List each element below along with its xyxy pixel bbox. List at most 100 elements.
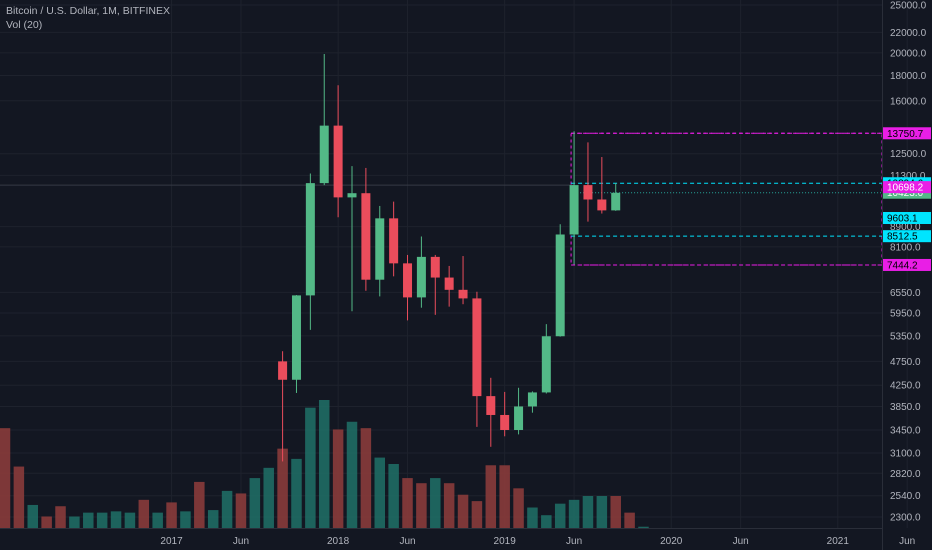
- volume-bar: [527, 507, 538, 528]
- badge-text: 10698.2: [887, 183, 924, 194]
- volume-bar: [83, 512, 94, 528]
- x-tick-label: Jun: [566, 536, 582, 547]
- x-tick-label: 2021: [827, 536, 850, 547]
- candle-body: [416, 256, 426, 298]
- volume-bar: [471, 501, 483, 528]
- candle-body: [611, 192, 621, 211]
- candle-body: [458, 289, 468, 299]
- candle: [291, 295, 301, 393]
- price-label-badge: 7444.2: [883, 258, 931, 271]
- x-tick-label: 2020: [660, 536, 683, 547]
- badge-background: [883, 230, 931, 243]
- volume-bar: [124, 512, 136, 528]
- price-label-badge: 9603.1: [883, 212, 931, 225]
- volume-bar: [541, 515, 552, 528]
- volume-bar: [513, 488, 524, 528]
- volume-bar: [443, 483, 455, 528]
- badge-text: 7444.2: [887, 260, 918, 271]
- volume-bar: [346, 421, 358, 528]
- candle-body: [305, 183, 315, 296]
- candle-body: [527, 392, 537, 407]
- volume-bar: [430, 478, 441, 528]
- y-tick-label: 5950.0: [890, 309, 921, 320]
- price-label-badge: 10698.2: [883, 181, 931, 194]
- volume-bar: [138, 499, 150, 528]
- volume-bar: [568, 499, 580, 528]
- symbol-title: Bitcoin / U.S. Dollar, 1M, BITFINEX: [6, 5, 170, 17]
- candle: [486, 377, 496, 447]
- volume-bar: [152, 512, 163, 528]
- y-tick-label: 4250.0: [890, 381, 921, 392]
- badge-text: 13750.7: [887, 129, 924, 140]
- candle-body: [444, 277, 454, 290]
- volume-bar: [110, 511, 122, 528]
- y-tick-label: 8100.0: [890, 242, 921, 253]
- y-tick-label: 25000.0: [890, 1, 927, 12]
- y-tick-label: 2300.0: [890, 513, 921, 524]
- x-tick-label: 2017: [160, 536, 183, 547]
- volume-indicator-label: Vol (20): [6, 19, 43, 31]
- volume-bar: [194, 481, 205, 528]
- volume-bar: [207, 510, 219, 528]
- volume-bar: [263, 467, 274, 528]
- volume-bar: [457, 494, 469, 528]
- x-tick-label: 2019: [494, 536, 517, 547]
- y-tick-label: 3850.0: [890, 402, 921, 413]
- candle: [361, 167, 371, 291]
- y-tick-label: 18000.0: [890, 71, 927, 82]
- candle-body: [430, 256, 440, 278]
- badge-background: [883, 181, 931, 194]
- y-tick-label: 2820.0: [890, 469, 921, 480]
- volume-bar: [402, 478, 413, 528]
- candle: [541, 324, 551, 394]
- volume-bar: [41, 516, 52, 528]
- candle-body: [472, 298, 482, 397]
- volume-bar: [374, 457, 386, 528]
- x-tick-label: Jun: [733, 536, 749, 547]
- candle-body: [583, 185, 593, 200]
- candle-body: [319, 125, 329, 184]
- candle-body: [541, 336, 551, 393]
- candle-body: [375, 218, 385, 280]
- badge-text: 8512.5: [887, 232, 918, 243]
- candle: [514, 387, 524, 435]
- y-tick-label: 8900.0: [890, 222, 921, 233]
- candle-body: [389, 218, 399, 264]
- x-tick-label: Jun: [233, 536, 249, 547]
- candle: [597, 157, 607, 214]
- y-tick-label: 22000.0: [890, 28, 927, 39]
- candle: [375, 205, 385, 297]
- volume-bar: [610, 496, 621, 528]
- candle: [347, 166, 357, 312]
- badge-text: 10423.0: [887, 188, 924, 199]
- volume-bar: [360, 428, 372, 528]
- candle: [305, 173, 315, 330]
- y-tick-label: 3450.0: [890, 425, 921, 436]
- volume-bar: [388, 464, 399, 528]
- volume-bar: [221, 490, 233, 528]
- candle: [555, 224, 565, 337]
- candle-body: [514, 406, 524, 430]
- volume-bar: [27, 504, 39, 528]
- volume-bar: [499, 465, 510, 528]
- volume-bar: [249, 478, 261, 528]
- candle-body: [569, 185, 579, 235]
- candle: [458, 256, 468, 305]
- candle-body: [555, 234, 565, 337]
- volume-bar: [332, 429, 344, 528]
- price-label-badge: 8512.5: [883, 230, 931, 243]
- volume-bar: [166, 502, 177, 528]
- y-tick-label: 12500.0: [890, 149, 927, 160]
- candle-body: [403, 263, 413, 298]
- volume-bar: [69, 516, 80, 528]
- volume-bar: [485, 465, 497, 528]
- candle: [430, 254, 440, 315]
- candle-body: [500, 414, 510, 430]
- badge-text: 9603.1: [887, 214, 918, 225]
- candle: [583, 142, 593, 222]
- y-tick-label: 5350.0: [890, 331, 921, 342]
- y-tick-label: 20000.0: [890, 48, 927, 59]
- badge-background: [883, 212, 931, 224]
